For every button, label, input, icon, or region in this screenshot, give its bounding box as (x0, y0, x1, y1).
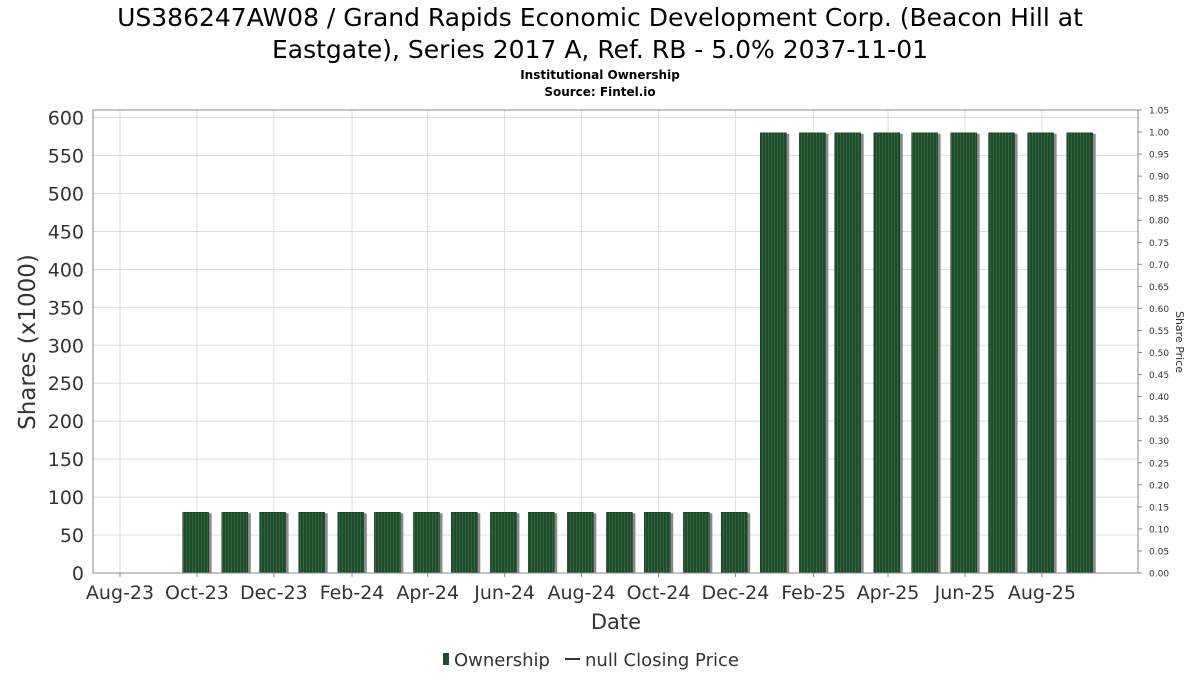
ownership-bar (567, 512, 594, 574)
ownership-bar (374, 512, 401, 574)
bars-layer (182, 132, 1096, 574)
y2-tick-label: 0.15 (1149, 503, 1169, 513)
x-tick-label: Aug-25 (1008, 582, 1076, 604)
x-tick-label: Feb-24 (320, 582, 385, 604)
x-tick-label: Oct-23 (165, 582, 229, 604)
y2-tick-label: 0.65 (1149, 283, 1169, 293)
y-tick-label: 350 (48, 297, 84, 319)
ownership-bar (527, 512, 555, 574)
legend-ownership-label: Ownership (454, 650, 550, 671)
ownership-bar (799, 132, 826, 574)
y2-tick-label: 0.45 (1149, 371, 1169, 381)
x-tick-label: Dec-23 (240, 582, 308, 604)
y2-tick-label: 0.10 (1149, 525, 1169, 535)
x-tick-label: Jun-25 (934, 582, 996, 604)
y-tick-label: 600 (48, 108, 84, 130)
legend: Ownership null Closing Price (443, 650, 739, 671)
y2-tick-label: 0.30 (1149, 437, 1169, 447)
chart-title-line2: Eastgate), Series 2017 A, Ref. RB - 5.0%… (271, 35, 929, 64)
y2-tick-label: 0.50 (1149, 349, 1169, 359)
y2-tick-label: 0.05 (1149, 547, 1169, 557)
chart-title-line1: US386247AW08 / Grand Rapids Economic Dev… (117, 3, 1083, 32)
ownership-bar (950, 132, 977, 574)
x-tick-label: Apr-24 (396, 582, 459, 604)
y2-tick-label: 0.75 (1149, 239, 1169, 249)
ownership-bar (298, 512, 325, 574)
y2-tick-label: 1.00 (1149, 129, 1169, 139)
chart-subtitle-1: Institutional Ownership (520, 68, 680, 82)
x-tick-label: Feb-25 (781, 582, 846, 604)
ownership-bar (337, 512, 365, 574)
grid-layer (93, 110, 1138, 574)
plot-frame (92, 109, 1139, 574)
y2-tick-label: 0.95 (1149, 151, 1169, 161)
ownership-bar (451, 512, 478, 574)
ownership-bar (720, 512, 748, 574)
ownership-bar (490, 512, 517, 574)
y-tick-label: 550 (48, 146, 84, 168)
y-tick-label: 0 (72, 563, 84, 585)
x-tick-label: Dec-24 (702, 582, 770, 604)
y-tick-label: 400 (48, 259, 84, 281)
y-tick-label: 100 (48, 487, 84, 509)
axis-layer: 0 50 100 150 200 250 300 350 400 450 500 550 600 0.00… (48, 107, 1170, 605)
x-tick-label: Aug-23 (86, 582, 154, 604)
y2-tick-label: 0.20 (1149, 481, 1169, 491)
ownership-bar (873, 132, 901, 574)
y2-tick-label: 0.40 (1149, 393, 1169, 403)
y-tick-label: 500 (48, 183, 84, 205)
y-tick-label: 450 (48, 221, 84, 243)
y2-tick-label: 0.85 (1149, 195, 1169, 205)
ownership-bar (760, 132, 787, 574)
y2-tick-label: 0.25 (1149, 459, 1169, 469)
y-tick-label: 200 (48, 411, 84, 433)
ownership-bar (1027, 132, 1054, 574)
y2-tick-label: 0.80 (1149, 217, 1169, 227)
legend-ownership-swatch (443, 653, 449, 665)
ownership-bar (683, 512, 710, 574)
ownership-bar (259, 512, 286, 574)
x-tick-label: Jun-24 (473, 582, 535, 604)
y2-tick-label: 0.00 (1149, 570, 1169, 580)
ownership-bar (834, 132, 861, 574)
y-axis-label: Shares (x1000) (15, 254, 41, 430)
chart-subtitle-2: Source: Fintel.io (544, 85, 656, 99)
x-tick-label: Oct-24 (627, 582, 691, 604)
y2-tick-label: 0.55 (1149, 327, 1169, 337)
ownership-bar (1066, 132, 1093, 574)
ownership-bar (221, 512, 249, 574)
plot-background (93, 110, 1138, 573)
ownership-bar (413, 512, 440, 574)
y-tick-label: 250 (48, 373, 84, 395)
y2-tick-label: 0.70 (1149, 261, 1169, 271)
x-tick-label: Apr-25 (857, 582, 920, 604)
y-tick-label: 50 (60, 525, 84, 547)
y2-tick-label: 1.05 (1149, 107, 1169, 117)
y2-tick-label: 0.35 (1149, 415, 1169, 425)
x-axis-label: Date (591, 610, 641, 634)
y-tick-label: 150 (48, 449, 84, 471)
legend-price-label: null Closing Price (585, 650, 739, 671)
y-tick-label: 300 (48, 335, 84, 357)
x-tick-label: Aug-24 (548, 582, 616, 604)
y2-tick-label: 0.60 (1149, 305, 1169, 315)
y2-tick-label: 0.90 (1149, 173, 1169, 183)
ownership-bar (606, 512, 633, 574)
ownership-bar (644, 512, 671, 574)
ownership-bar (911, 132, 938, 574)
ownership-bar (182, 512, 209, 574)
ownership-bar (988, 132, 1015, 574)
y2-axis-label: Share Price (1173, 311, 1186, 373)
